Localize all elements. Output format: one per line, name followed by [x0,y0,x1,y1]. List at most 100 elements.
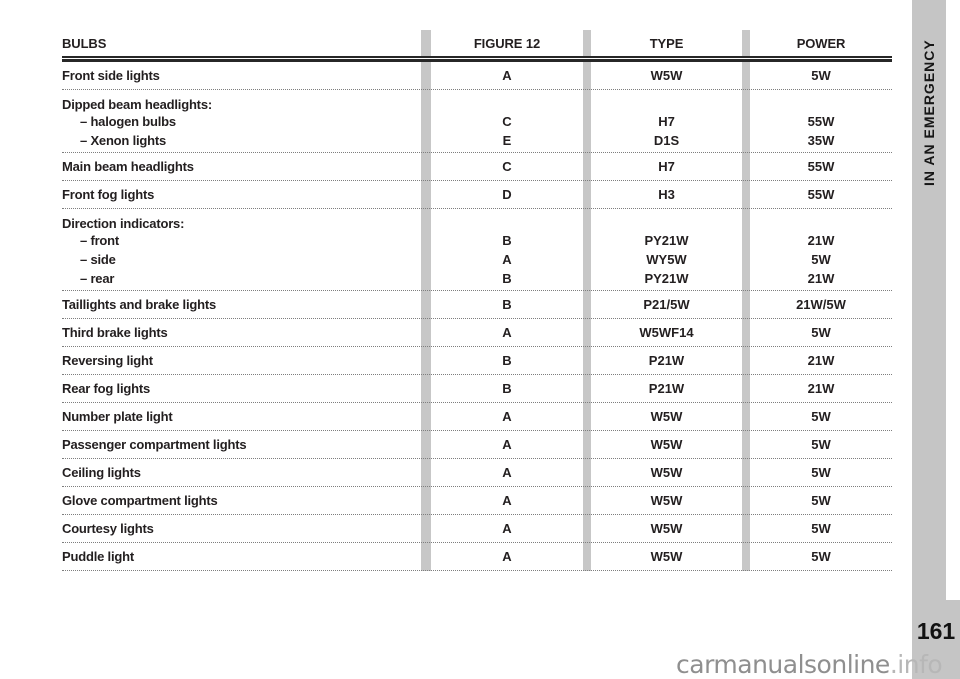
table-row: Ceiling lights A W5W 5W [62,459,892,487]
figure-value: A [502,549,512,564]
column-separator [583,30,591,571]
table-line: Passenger compartment lights A W5W 5W [62,431,892,458]
table-header-row: BULBS FIGURE 12 TYPE POWER [62,30,892,56]
row-label: Front side lights [62,68,160,83]
type-value: H7 [658,159,675,174]
table-line: – Xenon lights E D1S 35W [62,131,892,150]
power-value: 55W [807,159,835,174]
type-value: W5W [650,549,683,564]
row-label: – rear [80,271,115,286]
table-line: Number plate light A W5W 5W [62,403,892,430]
table-line: – rear B PY21W 21W [62,269,892,288]
power-value: 21W [807,381,835,396]
type-value: W5W [650,521,683,536]
row-label: Direction indicators: [62,216,185,231]
figure-value: B [502,353,512,368]
figure-value: B [502,271,512,286]
figure-value: A [502,437,512,452]
power-value: 35W [807,133,835,148]
power-value: 5W [811,252,831,267]
figure-value: B [502,297,512,312]
table-line: Courtesy lights A W5W 5W [62,515,892,542]
type-value: W5W [650,68,683,83]
figure-value: A [502,325,512,340]
type-value: W5W [650,409,683,424]
power-value: 5W [811,325,831,340]
header-figure: FIGURE 12 [473,35,541,51]
figure-value: A [502,521,512,536]
table-line: Reversing light B P21W 21W [62,347,892,374]
type-value: PY21W [644,233,689,248]
row-label: Taillights and brake lights [62,297,216,312]
table-row: Number plate light A W5W 5W [62,403,892,431]
row-label: Dipped beam headlights: [62,97,212,112]
type-value: P21/5W [643,297,690,312]
row-label: – halogen bulbs [80,114,176,129]
table-line: – side A WY5W 5W [62,250,892,269]
type-value: P21W [648,381,685,396]
type-value: W5WF14 [639,325,694,340]
table-line: Front side lights A W5W 5W [62,62,892,89]
watermark: carmanualsonline.info [676,650,943,679]
power-value: 5W [811,68,831,83]
row-label: Ceiling lights [62,465,141,480]
row-label: Courtesy lights [62,521,154,536]
table-line: Dipped beam headlights: [62,90,892,112]
figure-value: B [502,233,512,248]
header-double-rule [62,56,892,62]
table-line: – halogen bulbs C H7 55W [62,112,892,131]
watermark-main: carmanualsonline [676,650,890,679]
row-label: – side [80,252,116,267]
table-row: Courtesy lights A W5W 5W [62,515,892,543]
row-label: Front fog lights [62,187,155,202]
type-value: W5W [650,437,683,452]
column-separator [742,30,750,571]
figure-value: A [502,493,512,508]
row-label: Third brake lights [62,325,168,340]
row-label: – front [80,233,120,248]
table-line: Main beam headlights C H7 55W [62,153,892,180]
power-value: 5W [811,465,831,480]
power-value: 21W [807,271,835,286]
table-row: Rear fog lights B P21W 21W [62,375,892,403]
power-value: 5W [811,549,831,564]
table-row: Dipped beam headlights: – halogen bulbs C H… [62,90,892,153]
figure-value: C [502,114,512,129]
row-label: Puddle light [62,549,134,564]
type-value: PY21W [644,271,689,286]
table-line: Third brake lights A W5WF14 5W [62,319,892,346]
table-row: Main beam headlights C H7 55W [62,153,892,181]
figure-value: A [502,465,512,480]
table-row: Reversing light B P21W 21W [62,347,892,375]
figure-value: B [502,381,512,396]
power-value: 21W [807,353,835,368]
figure-value: C [502,159,512,174]
table-row: Taillights and brake lights B P21/5W 21W/5W [62,291,892,319]
bulbs-table: BULBS FIGURE 12 TYPE POWER Front side li… [62,30,892,571]
type-value: H7 [658,114,675,129]
table-row: Third brake lights A W5WF14 5W [62,319,892,347]
type-value: W5W [650,465,683,480]
section-title-vertical: IN AN EMERGENCY [921,39,937,187]
table-line: Puddle light A W5W 5W [62,543,892,570]
power-value: 5W [811,409,831,424]
type-value: W5W [650,493,683,508]
table-line: Front fog lights D H3 55W [62,181,892,208]
sidebar-band-bottom [946,600,960,679]
figure-value: A [502,409,512,424]
table-line: Rear fog lights B P21W 21W [62,375,892,402]
row-label: Glove compartment lights [62,493,218,508]
row-label: Passenger compartment lights [62,437,247,452]
power-value: 5W [811,521,831,536]
table-row: Direction indicators: – front B PY21W 21W – s… [62,209,892,291]
watermark-suffix: .info [889,650,943,679]
table-rows: Front side lights A W5W 5W Dipped beam headl… [62,62,892,571]
figure-value: E [502,133,512,148]
table-row: Puddle light A W5W 5W [62,543,892,571]
type-value: P21W [648,353,685,368]
table-row: Glove compartment lights A W5W 5W [62,487,892,515]
figure-value: D [502,187,512,202]
power-value: 55W [807,187,835,202]
sidebar-band [912,0,946,679]
table-row: Passenger compartment lights A W5W 5W [62,431,892,459]
